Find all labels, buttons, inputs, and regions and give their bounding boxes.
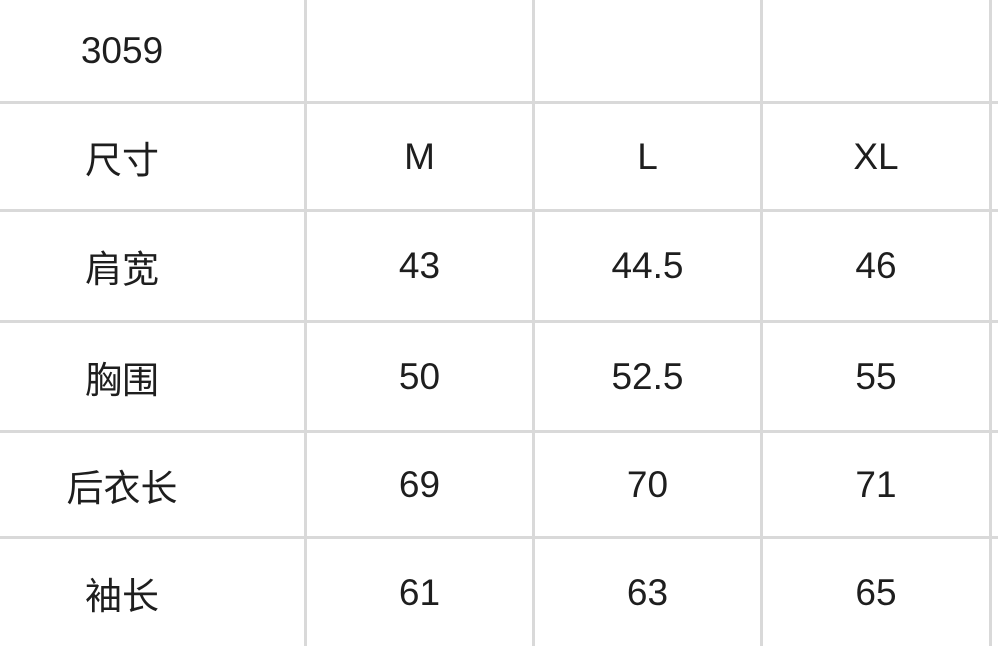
table-cell: 65 bbox=[855, 571, 897, 613]
product-code: 3059 bbox=[80, 29, 164, 71]
table-cell: 71 bbox=[855, 463, 897, 505]
divider bbox=[0, 320, 998, 323]
divider bbox=[0, 101, 998, 104]
table-cell: 61 bbox=[398, 571, 441, 613]
divider bbox=[760, 0, 763, 646]
divider bbox=[0, 209, 998, 212]
divider bbox=[0, 430, 998, 433]
header-label: 尺寸 bbox=[85, 139, 159, 181]
table-cell: 46 bbox=[855, 245, 897, 286]
size-header: M bbox=[404, 135, 435, 177]
table-cell: 50 bbox=[398, 355, 441, 397]
divider bbox=[532, 0, 535, 646]
row-label: 胸围 bbox=[85, 359, 159, 401]
divider bbox=[989, 0, 992, 646]
table-cell: 55 bbox=[855, 355, 897, 397]
table-cell: 52.5 bbox=[611, 355, 684, 397]
table-cell: 70 bbox=[626, 463, 669, 505]
table-cell: 63 bbox=[626, 571, 669, 613]
row-label: 后衣长 bbox=[66, 467, 178, 509]
divider bbox=[0, 536, 998, 539]
size-header: XL bbox=[853, 135, 899, 177]
table-cell: 69 bbox=[398, 463, 441, 505]
row-label: 袖长 bbox=[85, 575, 159, 617]
row-label: 肩宽 bbox=[85, 249, 159, 290]
divider bbox=[304, 0, 307, 646]
table-cell: 43 bbox=[398, 245, 441, 286]
size-header: L bbox=[637, 135, 658, 177]
table-cell: 44.5 bbox=[611, 245, 684, 286]
